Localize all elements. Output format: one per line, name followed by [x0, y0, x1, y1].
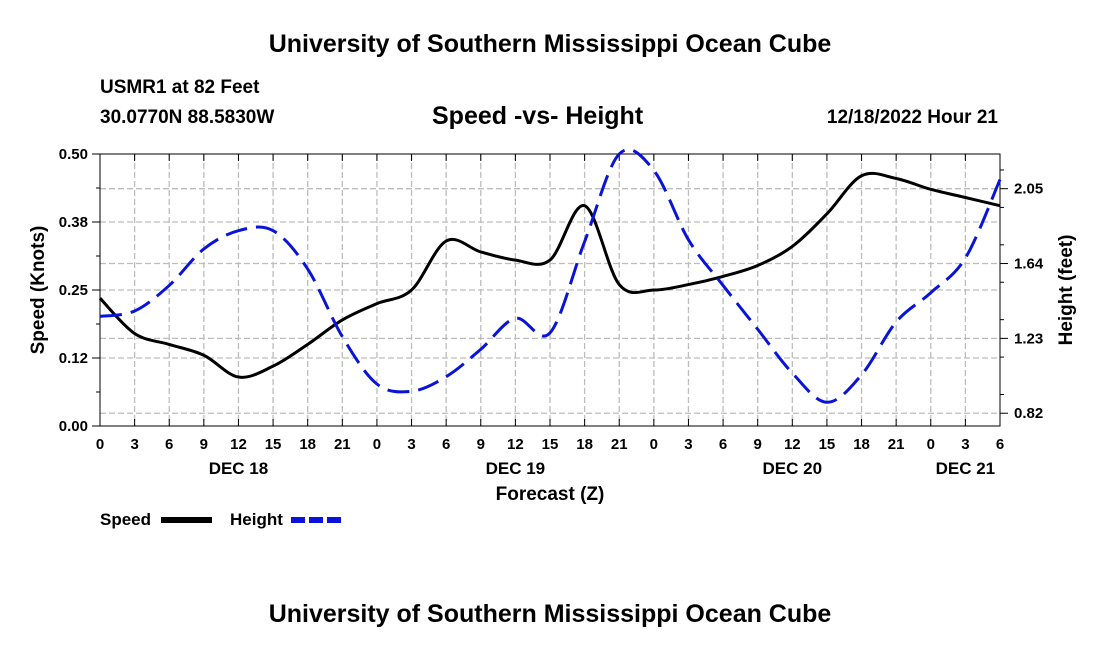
- x-axis: 0 3 6 9 12 15 18 21 0 3 6 9 12 15 18 21 0 3 6 9 12 15 18 21 0 3 6D…: [96, 154, 1004, 478]
- station-coordinates: 30.0770N 88.5830W: [100, 107, 275, 128]
- x-tick-label: 18: [853, 436, 870, 453]
- x-tick-label: 6: [442, 436, 450, 453]
- x-tick-label: 0: [927, 436, 935, 453]
- x-tick-label: 12: [507, 436, 524, 453]
- x-tick-label: 15: [265, 436, 282, 453]
- x-tick-label: 18: [576, 436, 593, 453]
- series-line-speed: [98, 171, 1001, 379]
- chart-title: Speed -vs- Height: [432, 102, 644, 130]
- x-tick-label: 3: [407, 436, 415, 453]
- x-tick-label: 0: [650, 436, 658, 453]
- x-date-label: DEC 21: [936, 459, 996, 478]
- x-tick-label: 9: [754, 436, 762, 453]
- x-tick-label: 6: [996, 436, 1004, 453]
- x-tick-label: 3: [684, 436, 692, 453]
- x-tick-label: 6: [165, 436, 173, 453]
- x-axis-label: Forecast (Z): [496, 484, 605, 505]
- x-tick-label: 21: [611, 436, 628, 453]
- series-line-height: [99, 148, 1002, 404]
- y-tick-label: 0.12: [59, 350, 88, 367]
- forecast-datetime: 12/18/2022 Hour 21: [826, 107, 998, 128]
- y2-tick-label: 2.05: [1014, 181, 1043, 198]
- legend: Speed Height: [100, 510, 342, 529]
- grid: [100, 154, 1000, 426]
- y2-tick-label: 0.82: [1014, 405, 1043, 422]
- footer-title: University of Southern Mississippi Ocean…: [268, 600, 832, 628]
- x-tick-label: 12: [784, 436, 801, 453]
- y-tick-label: 0.25: [59, 282, 88, 299]
- x-tick-label: 12: [230, 436, 247, 453]
- y-tick-label: 0.00: [59, 418, 88, 435]
- legend-height-label: Height: [230, 510, 283, 529]
- x-tick-label: 0: [373, 436, 381, 453]
- x-tick-label: 21: [888, 436, 905, 453]
- series: [98, 148, 1002, 404]
- x-tick-label: 21: [334, 436, 351, 453]
- x-date-label: DEC 19: [486, 459, 546, 478]
- x-tick-label: 18: [299, 436, 316, 453]
- y-tick-label: 0.50: [59, 146, 88, 163]
- y-tick-label: 0.38: [59, 214, 88, 231]
- y2-axis: 0.82 1.23 1.64 2.05: [1000, 169, 1044, 422]
- x-tick-label: 6: [719, 436, 727, 453]
- x-tick-label: 3: [961, 436, 969, 453]
- y2-tick-label: 1.23: [1014, 330, 1043, 347]
- x-tick-label: 0: [96, 436, 104, 453]
- station-label: USMR1 at 82 Feet: [100, 77, 260, 98]
- y2-axis-label: Height (feet): [1056, 235, 1077, 346]
- x-tick-label: 3: [130, 436, 138, 453]
- x-date-label: DEC 20: [763, 459, 823, 478]
- x-tick-label: 9: [200, 436, 208, 453]
- y-axis-label: Speed (Knots): [28, 226, 49, 355]
- x-date-label: DEC 18: [209, 459, 269, 478]
- x-tick-label: 15: [542, 436, 559, 453]
- page-title: University of Southern Mississippi Ocean…: [268, 30, 832, 58]
- y2-tick-label: 1.64: [1014, 256, 1044, 273]
- x-tick-label: 9: [477, 436, 485, 453]
- x-tick-label: 15: [819, 436, 836, 453]
- legend-speed-label: Speed: [100, 510, 151, 529]
- y-axis: 0.00 0.12 0.25 0.38 0.50: [59, 146, 100, 435]
